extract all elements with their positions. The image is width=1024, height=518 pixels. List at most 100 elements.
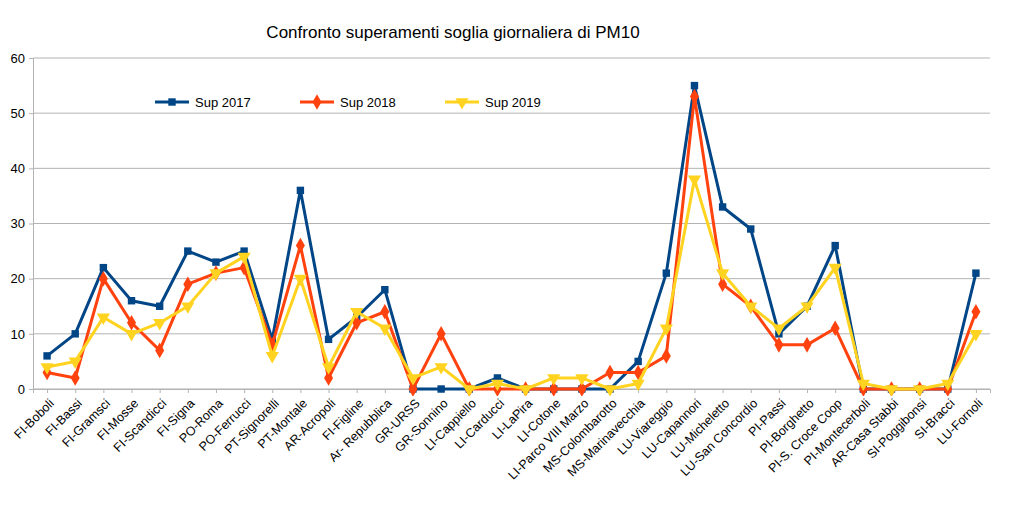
series-marker xyxy=(690,89,699,105)
y-tick-mark xyxy=(29,168,33,169)
series-marker xyxy=(606,365,615,381)
series-marker xyxy=(885,385,898,396)
y-tick-label: 0 xyxy=(18,382,25,397)
plot-area xyxy=(40,82,982,396)
series-marker xyxy=(491,380,504,391)
series-marker xyxy=(238,253,251,264)
x-tick-label: LU-San Concordio xyxy=(678,396,761,479)
series-marker xyxy=(406,374,419,385)
series-marker xyxy=(125,330,138,341)
series-marker xyxy=(155,343,164,359)
y-tick-mark xyxy=(29,334,33,335)
series-marker xyxy=(209,269,222,280)
series-marker xyxy=(575,374,588,385)
y-tick-mark xyxy=(29,58,33,59)
series-marker xyxy=(437,385,444,392)
x-tick-mark xyxy=(976,389,977,393)
series-marker xyxy=(463,385,476,396)
y-tick: 30 xyxy=(11,216,33,231)
series-marker xyxy=(183,276,192,292)
y-tick-mark xyxy=(29,224,33,225)
series-marker xyxy=(99,271,108,287)
series-marker xyxy=(772,325,785,336)
series-marker xyxy=(913,385,926,396)
y-tick: 40 xyxy=(11,161,33,176)
x-tick-mark xyxy=(385,389,386,393)
y-axis: 0 10 20 30 40 50 60 xyxy=(11,51,34,397)
x-tick-mark xyxy=(694,389,695,393)
x-tick-mark xyxy=(779,389,780,393)
chart: Confronto superamenti soglia giornaliera… xyxy=(0,0,1024,518)
legend-label: Sup 2017 xyxy=(195,95,251,110)
grid-line xyxy=(33,278,990,279)
y-tick: 50 xyxy=(11,106,33,121)
series-marker xyxy=(97,313,110,324)
x-tick-mark xyxy=(188,389,189,393)
series-marker xyxy=(716,269,729,280)
y-tick-label: 10 xyxy=(11,326,25,341)
y-tick: 20 xyxy=(11,271,33,286)
legend: Sup 2017Sup 2018Sup 2019 xyxy=(155,94,541,110)
x-tick-mark xyxy=(75,389,76,393)
series-marker xyxy=(43,352,50,359)
x-tick-mark xyxy=(835,389,836,393)
series-marker xyxy=(212,258,219,265)
series xyxy=(43,82,979,393)
x-tick-mark xyxy=(47,389,48,393)
y-axis-line xyxy=(29,59,34,390)
series-marker xyxy=(380,304,389,320)
series-marker xyxy=(40,363,53,374)
grid-line xyxy=(33,168,990,169)
x-tick-mark xyxy=(751,389,752,393)
series-marker xyxy=(969,330,982,341)
series-marker xyxy=(663,269,670,276)
y-tick: 60 xyxy=(11,51,33,66)
x-tick-mark xyxy=(807,389,808,393)
y-tick-label: 30 xyxy=(11,216,25,231)
series-marker xyxy=(547,374,560,385)
series-marker xyxy=(266,352,279,363)
series-marker xyxy=(378,325,391,336)
x-tick: AR-Acropoli xyxy=(281,389,338,453)
grid-line xyxy=(33,333,990,334)
y-tick-label: 60 xyxy=(11,51,25,66)
x-tick-mark xyxy=(160,389,161,393)
series-marker xyxy=(69,358,82,369)
series-marker xyxy=(660,325,673,336)
x-tick-mark xyxy=(357,389,358,393)
series-marker xyxy=(71,370,80,386)
legend-marker xyxy=(313,94,322,110)
series-line xyxy=(47,97,976,389)
series-marker xyxy=(72,330,79,337)
series-marker xyxy=(603,385,616,396)
series-marker xyxy=(800,302,813,313)
x-tick-label: LU-Fornoli xyxy=(934,396,985,447)
y-tick-mark xyxy=(29,389,33,390)
series-marker xyxy=(941,380,954,391)
series-marker xyxy=(381,286,388,293)
series-marker xyxy=(184,247,191,254)
y-tick-label: 40 xyxy=(11,161,25,176)
series-marker xyxy=(831,242,838,249)
series-line xyxy=(47,179,976,389)
series-marker xyxy=(153,319,166,330)
series-marker xyxy=(691,82,698,89)
y-tick-mark xyxy=(29,279,33,280)
series-marker xyxy=(322,363,335,374)
grid-line xyxy=(33,223,990,224)
x-axis: FI-BoboliFI-BassiFI-GramsciFI-MosseFI-Sc… xyxy=(12,389,991,482)
series-marker xyxy=(688,176,701,187)
legend-entry: Sup 2017 xyxy=(155,95,251,110)
series-marker xyxy=(831,321,840,337)
x-tick-mark xyxy=(300,389,301,393)
x-tick-mark xyxy=(103,389,104,393)
y-tick: 10 xyxy=(11,326,33,341)
x-tick: LU-San Concordio xyxy=(678,389,761,479)
legend-entry: Sup 2018 xyxy=(300,94,396,110)
x-tick: FI-Scandicci xyxy=(111,389,170,455)
series-marker xyxy=(829,264,842,275)
series-marker xyxy=(971,304,980,320)
series-marker xyxy=(350,308,363,319)
x-tick-mark xyxy=(329,389,330,393)
grid xyxy=(33,58,990,389)
